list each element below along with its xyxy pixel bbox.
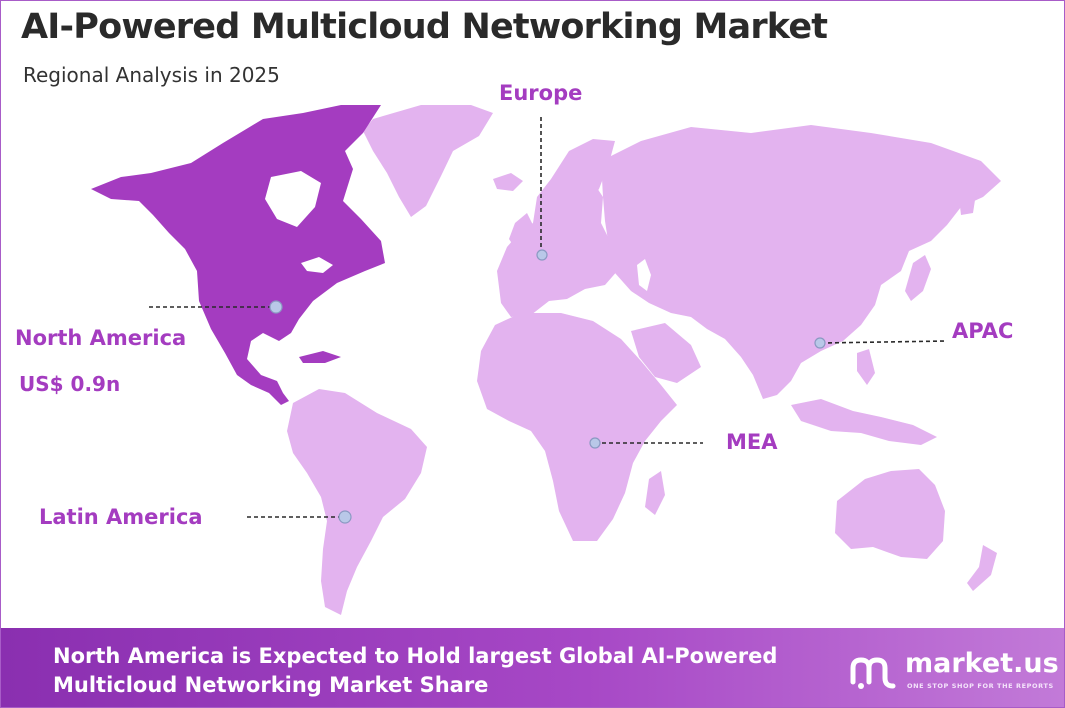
latin-america-label: Latin America [39, 505, 203, 529]
world-map [91, 105, 1001, 615]
madagascar-shape [645, 471, 665, 515]
footer-banner: North America is Expected to Hold larges… [1, 628, 1064, 707]
philippines-shape [857, 349, 875, 385]
apac-label: APAC [952, 319, 1014, 343]
logo-mark-icon [850, 657, 896, 689]
latin-america-marker [338, 510, 352, 524]
iceland-shape [493, 173, 523, 191]
caspian-sea [637, 259, 651, 291]
apac-connector [820, 340, 948, 344]
logo-tagline: ONE STOP SHOP FOR THE REPORTS [907, 682, 1054, 690]
page-subtitle: Regional Analysis in 2025 [23, 63, 280, 87]
north-america-label: North America [15, 326, 187, 350]
japan-shape [905, 255, 931, 301]
europe-shape [497, 171, 619, 317]
caribbean-islands [299, 351, 341, 363]
new-zealand-shape [967, 545, 997, 591]
mea-label: MEA [726, 430, 778, 454]
europe-marker [536, 249, 548, 261]
footer-line-2: Multicloud Networking Market Share [53, 673, 489, 697]
logo-name: market.us [905, 648, 1059, 679]
australia-shape [835, 469, 945, 559]
footer-text: North America is Expected to Hold larges… [53, 642, 853, 700]
page-title: AI-Powered Multicloud Networking Market [21, 7, 828, 47]
arabian-peninsula-shape [631, 323, 701, 383]
north-america-value: US$ 0.9n [19, 372, 121, 396]
north-america-marker [269, 300, 283, 314]
asia-shape [601, 125, 1001, 399]
market-us-logo: market.us ONE STOP SHOP FOR THE REPORTS [849, 648, 1059, 696]
apac-marker [814, 337, 826, 349]
greenland-shape [363, 105, 493, 217]
africa-shape [477, 313, 677, 541]
great-lakes [301, 257, 333, 273]
scandinavia-shape [551, 139, 615, 207]
british-isles-shape [509, 213, 535, 251]
south-america-shape [287, 389, 427, 615]
hudson-bay [265, 171, 321, 227]
indonesia-islands [791, 399, 937, 445]
europe-label: Europe [499, 81, 583, 105]
kamchatka-shape [957, 181, 977, 215]
footer-line-1: North America is Expected to Hold larges… [53, 644, 778, 668]
north-america-shape [91, 105, 385, 405]
mea-marker [589, 437, 601, 449]
